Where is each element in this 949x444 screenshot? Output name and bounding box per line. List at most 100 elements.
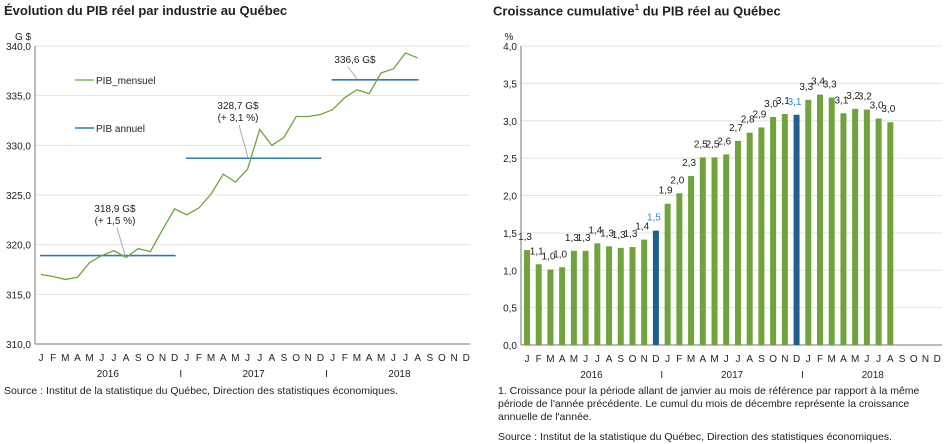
left-month-label: J — [111, 353, 116, 364]
growth-bar — [770, 117, 776, 345]
left-month-label: M — [377, 353, 385, 364]
growth-bar-label: 2,0 — [670, 175, 684, 186]
left-month-label: A — [269, 353, 276, 364]
right-ytick-label: 3,0 — [503, 117, 517, 128]
left-ytick-label: 315,0 — [6, 290, 31, 301]
growth-bar — [653, 231, 659, 345]
growth-bar — [629, 247, 635, 345]
right-month-label: F — [676, 354, 682, 365]
left-month-label: A — [123, 353, 130, 364]
right-month-label: S — [758, 354, 765, 365]
right-month-label: D — [652, 354, 659, 365]
growth-bar — [524, 250, 530, 345]
growth-bar-label: 3,0 — [881, 104, 895, 115]
right-footnote: 1. Croissance pour la période allant de … — [498, 385, 938, 424]
annotation-leader-line — [239, 125, 248, 158]
right-month-label: J — [724, 354, 729, 365]
left-month-label: F — [50, 353, 56, 364]
left-ytick-label: 340,0 — [6, 42, 31, 53]
right-month-label: A — [699, 354, 706, 365]
growth-bar-label: 2,6 — [717, 136, 731, 147]
growth-bar — [758, 127, 764, 345]
annual-growth-label: (+ 1,5 %) — [95, 216, 136, 227]
right-month-label: F — [536, 354, 542, 365]
left-month-label: A — [366, 353, 373, 364]
annotation-leader-line — [348, 67, 357, 79]
annual-gdp-label: 318,9 G$ — [94, 204, 136, 215]
left-month-label: D — [317, 353, 324, 364]
right-month-label: O — [910, 354, 918, 365]
growth-bar-label: 3,3 — [823, 80, 837, 91]
right-month-label: M — [546, 354, 554, 365]
left-month-label: F — [196, 353, 202, 364]
right-month-label: D — [793, 354, 800, 365]
growth-bar — [876, 119, 882, 345]
left-month-label: O — [438, 353, 446, 364]
right-month-label: A — [840, 354, 847, 365]
left-year-separator: I — [179, 369, 182, 380]
growth-bar — [559, 267, 565, 345]
growth-bar — [805, 100, 811, 345]
right-ytick-label: 0,0 — [503, 341, 517, 352]
right-month-label: M — [828, 354, 836, 365]
growth-bar — [594, 243, 600, 345]
right-month-label: J — [525, 354, 530, 365]
growth-bar — [583, 251, 589, 345]
left-month-label: S — [135, 353, 142, 364]
right-ytick-label: 3,5 — [503, 79, 517, 90]
left-month-label: D — [171, 353, 178, 364]
right-month-label: D — [934, 354, 941, 365]
growth-bar — [794, 115, 800, 345]
growth-bar-label: 2,3 — [682, 158, 696, 169]
left-month-label: N — [450, 353, 457, 364]
right-ytick-label: 2,5 — [503, 154, 517, 165]
annual-growth-label: (+ 3,1 %) — [218, 113, 259, 124]
right-month-label: N — [781, 354, 788, 365]
growth-bar — [723, 154, 729, 345]
growth-bar-label: 3,1 — [788, 97, 802, 108]
growth-bar — [735, 141, 741, 345]
growth-bar-label: 2,9 — [752, 109, 766, 120]
right-month-label: O — [629, 354, 637, 365]
left-source: Source : Institut de la statistique du Q… — [4, 385, 398, 398]
right-year-label: 2016 — [580, 370, 603, 381]
right-month-label: O — [769, 354, 777, 365]
growth-bar — [887, 122, 893, 345]
right-year-label: 2017 — [721, 370, 744, 381]
left-month-label: J — [403, 353, 408, 364]
left-month-label: M — [231, 353, 239, 364]
right-year-label: 2018 — [862, 370, 885, 381]
left-month-label: S — [281, 353, 288, 364]
growth-bar — [618, 248, 624, 345]
right-month-label: J — [583, 354, 588, 365]
left-y-unit: G $ — [15, 32, 32, 43]
growth-bar — [700, 157, 706, 345]
annual-gdp-label: 328,7 G$ — [217, 101, 259, 112]
growth-bar-label: 1,0 — [553, 249, 567, 260]
right-month-label: J — [665, 354, 670, 365]
right-month-label: A — [606, 354, 613, 365]
growth-bar — [852, 109, 858, 345]
growth-bar — [817, 95, 823, 345]
left-month-label: J — [184, 353, 189, 364]
right-y-unit: % — [505, 32, 514, 43]
right-month-label: F — [817, 354, 823, 365]
left-ytick-label: 310,0 — [6, 340, 31, 351]
growth-bar — [712, 157, 718, 345]
right-ytick-label: 1,5 — [503, 229, 517, 240]
right-ytick-label: 2,0 — [503, 192, 517, 203]
right-month-label: S — [617, 354, 624, 365]
right-month-label: M — [851, 354, 859, 365]
right-year-separator: I — [801, 370, 804, 381]
left-month-label: N — [305, 353, 312, 364]
annual-gdp-label: 336,6 G$ — [334, 55, 376, 66]
right-month-label: J — [735, 354, 740, 365]
left-month-label: J — [99, 353, 104, 364]
left-month-label: J — [391, 353, 396, 364]
growth-bar — [665, 204, 671, 345]
right-month-label: J — [864, 354, 869, 365]
left-month-label: J — [245, 353, 250, 364]
left-month-label: D — [463, 353, 470, 364]
legend-monthly-label: PIB_mensuel — [96, 76, 155, 87]
